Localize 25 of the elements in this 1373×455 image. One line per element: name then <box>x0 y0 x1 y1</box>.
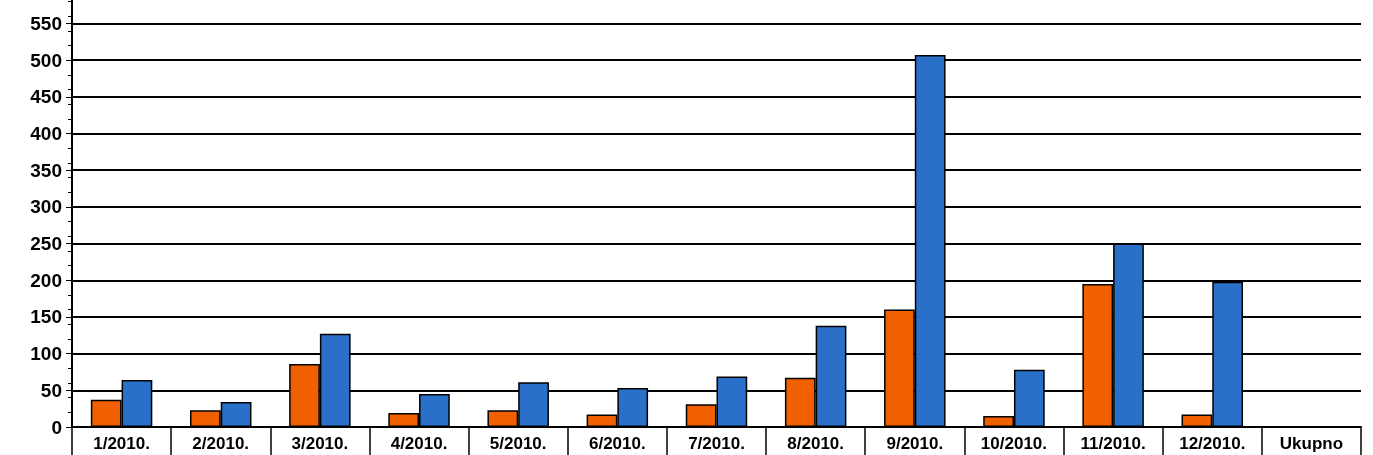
y-tick-label: 300 <box>30 196 62 218</box>
y-tick-label: 250 <box>30 233 62 255</box>
y-tick-label: 0 <box>51 416 62 438</box>
y-tick-label: 200 <box>30 269 62 291</box>
x-tick-label: 6/2010. <box>588 434 646 453</box>
x-tick-label: Ukupno <box>1279 434 1344 453</box>
y-tick-label: 500 <box>30 49 62 71</box>
x-tick-label: 11/2010. <box>1080 434 1146 453</box>
y-tick-label: 150 <box>30 306 62 328</box>
x-tick-label: 2/2010. <box>192 434 250 453</box>
x-tick-label: 8/2010. <box>787 434 845 453</box>
x-tick-label: 7/2010. <box>688 434 745 453</box>
y-tick-label: 350 <box>30 159 62 181</box>
y-tick-label: 50 <box>40 379 62 401</box>
x-tick-label: 10/2010. <box>980 434 1048 453</box>
x-tick-label: 9/2010. <box>886 434 944 453</box>
y-tick-label: 450 <box>30 86 62 108</box>
x-tick-label: 3/2010. <box>291 434 349 453</box>
y-tick-label: 550 <box>30 12 62 34</box>
x-tick-label: 12/2010. <box>1179 434 1246 453</box>
y-tick-label: 100 <box>30 343 62 365</box>
x-tick-label: 1/2010. <box>93 434 150 453</box>
y-tick-label: 400 <box>30 123 62 145</box>
x-tick-label: 4/2010. <box>390 434 448 453</box>
x-tick-label: 5/2010. <box>489 434 547 453</box>
